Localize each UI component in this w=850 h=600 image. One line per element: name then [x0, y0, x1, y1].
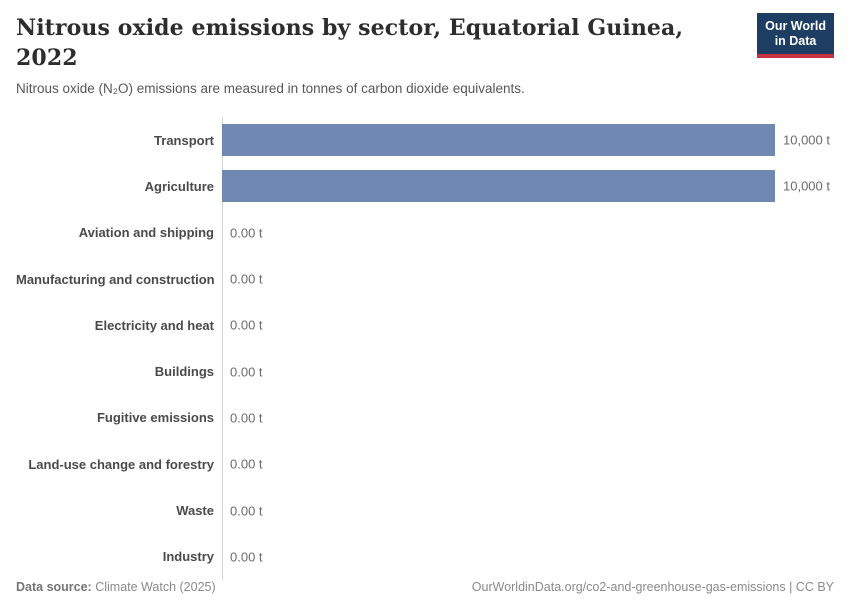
category-label: Transport: [154, 132, 214, 148]
data-source-value: Climate Watch (2025): [95, 579, 216, 594]
page-title: Nitrous oxide emissions by sector, Equat…: [16, 15, 684, 71]
logo-line-2: in Data: [774, 34, 817, 48]
category-label: Buildings: [154, 364, 214, 380]
bar-row: Fugitive emissions 0.00 t: [16, 395, 834, 441]
bar-row: Aviation and shipping 0.00 t: [16, 210, 834, 256]
bar-row: Waste 0.00 t: [16, 487, 834, 533]
header: Nitrous oxide emissions by sector, Equat…: [16, 13, 834, 73]
logo-line-1: Our World: [765, 19, 826, 33]
category-label: Electricity and heat: [94, 317, 214, 333]
bar-row: Electricity and heat 0.00 t: [16, 302, 834, 348]
chart-subtitle: Nitrous oxide (N₂O) emissions are measur…: [16, 81, 525, 96]
footer: Data source: Climate Watch (2025) OurWor…: [16, 580, 834, 594]
y-axis-line: [222, 117, 223, 580]
bar-track: 0.00 t: [222, 541, 834, 573]
value-label: 0.00 t: [230, 364, 263, 380]
bar-row: Manufacturing and construction 0.00 t: [16, 256, 834, 302]
bar-row: Industry 0.00 t: [16, 534, 834, 580]
bar-track: 0.00 t: [222, 217, 834, 249]
attribution-link[interactable]: OurWorldinData.org/co2-and-greenhouse-ga…: [471, 579, 834, 594]
bar-track: 0.00 t: [222, 309, 834, 341]
bar-track: 10,000 t: [222, 124, 834, 157]
category-label: Industry: [162, 549, 214, 565]
value-label: 0.00 t: [230, 225, 263, 241]
value-label: 0.00 t: [230, 410, 263, 426]
data-source-label: Data source:: [16, 579, 92, 594]
category-label: Land-use change and forestry: [28, 456, 214, 472]
category-label: Manufacturing and construction: [16, 271, 215, 287]
bar[interactable]: [222, 170, 775, 203]
owid-logo[interactable]: Our World in Data: [757, 13, 834, 58]
value-label: 10,000 t: [783, 132, 830, 148]
bar-track: 0.00 t: [222, 495, 834, 527]
category-label: Fugitive emissions: [96, 410, 214, 426]
category-label: Waste: [176, 503, 214, 519]
bar-rows: Transport 10,000 t Agriculture 10,000 t …: [16, 117, 834, 580]
category-label: Agriculture: [144, 178, 214, 194]
bar-row: Transport 10,000 t: [16, 117, 834, 163]
bar-row: Agriculture 10,000 t: [16, 163, 834, 209]
bar-chart: Transport 10,000 t Agriculture 10,000 t …: [16, 117, 834, 580]
bar-track: 0.00 t: [222, 263, 834, 295]
bar-track: 0.00 t: [222, 356, 834, 388]
value-label: 0.00 t: [230, 503, 263, 519]
value-label: 0.00 t: [230, 549, 263, 565]
bar[interactable]: [222, 124, 775, 157]
bar-track: 0.00 t: [222, 448, 834, 480]
bar-track: 10,000 t: [222, 170, 834, 203]
data-source: Data source: Climate Watch (2025): [16, 580, 216, 594]
bar-row: Land-use change and forestry 0.00 t: [16, 441, 834, 487]
value-label: 0.00 t: [230, 456, 263, 472]
value-label: 10,000 t: [783, 178, 830, 194]
value-label: 0.00 t: [230, 317, 263, 333]
category-label: Aviation and shipping: [78, 225, 214, 241]
bar-row: Buildings 0.00 t: [16, 348, 834, 394]
value-label: 0.00 t: [230, 271, 263, 287]
bar-track: 0.00 t: [222, 402, 834, 434]
